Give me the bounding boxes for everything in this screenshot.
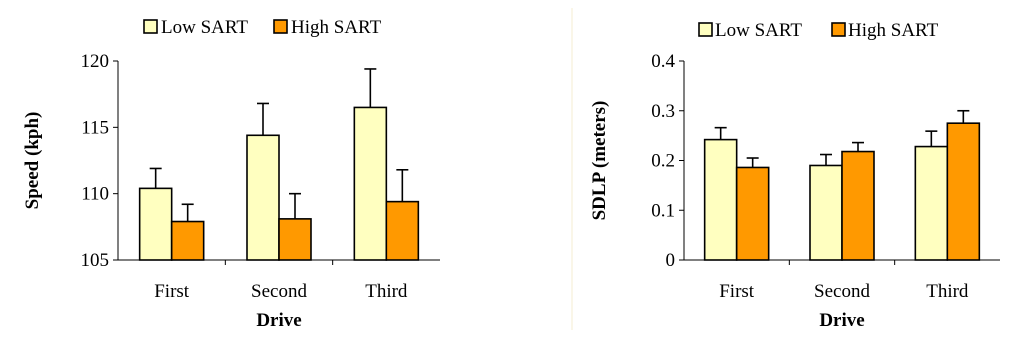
bar-low-sart-third (915, 147, 947, 260)
bar-low-sart-third (354, 107, 386, 260)
y-tick-label: 120 (81, 51, 110, 72)
bar-low-sart-second (247, 135, 279, 260)
y-tick-label: 110 (81, 184, 109, 205)
bar-high-sart-second (842, 152, 874, 260)
speed-chart-panel: 105 110 115 120 First Second Third Drive Speed (… (22, 17, 440, 331)
legend-label-high-sart: High SART (291, 17, 382, 38)
bar-low-sart-first (705, 140, 737, 260)
x-tick-label: First (154, 281, 190, 302)
y-tick-label: 105 (81, 250, 110, 271)
legend-swatch-high-sart (274, 20, 287, 33)
bar-low-sart-first (140, 188, 172, 260)
bar-low-sart-second (810, 165, 842, 260)
bar-high-sart-first (172, 222, 204, 260)
legend-swatch-low-sart (144, 20, 157, 33)
y-axis-title: Speed (kph) (22, 112, 43, 210)
x-tick-label: Second (251, 281, 307, 302)
y-tick-label: 115 (81, 117, 109, 138)
bar-high-sart-second (279, 219, 311, 260)
sdlp-chart-panel: 0 0.1 0.2 0.3 0.4 First Second Third Drive SDLP (… (589, 20, 1000, 331)
y-tick-label: 0 (666, 250, 676, 271)
x-tick-label: Third (926, 281, 969, 302)
legend-swatch-low-sart (699, 23, 712, 36)
x-tick-label: Second (814, 281, 870, 302)
x-axis-title: Drive (256, 310, 301, 331)
y-tick-label: 0.2 (651, 151, 675, 172)
legend-label-high-sart: High SART (848, 20, 939, 41)
bar-high-sart-first (737, 167, 769, 260)
x-tick-label: First (719, 281, 755, 302)
x-axis-title: Drive (819, 310, 864, 331)
bar-high-sart-third (947, 123, 979, 260)
bar-high-sart-third (386, 202, 418, 260)
y-tick-label: 0.1 (651, 200, 675, 221)
legend-swatch-high-sart (832, 23, 845, 36)
y-axis-title: SDLP (meters) (589, 101, 610, 221)
y-tick-label: 0.4 (651, 51, 675, 72)
legend-label-low-sart: Low SART (715, 20, 802, 41)
x-tick-label: Third (365, 281, 408, 302)
y-tick-label: 0.3 (651, 101, 675, 122)
legend-label-low-sart: Low SART (161, 17, 248, 38)
